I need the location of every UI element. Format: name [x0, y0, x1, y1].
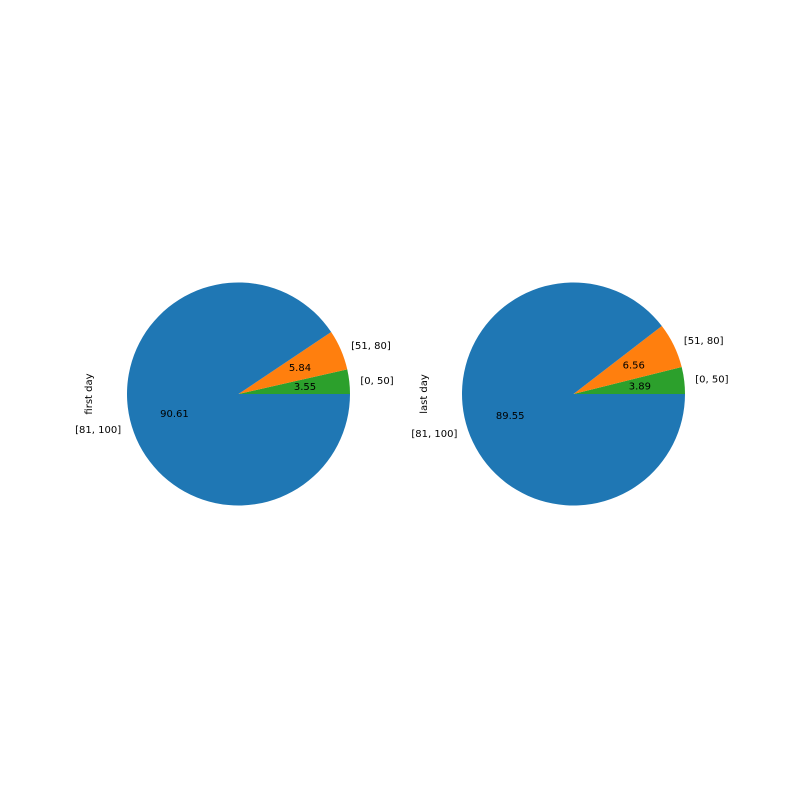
slice-category-label: [51, 80]: [351, 341, 391, 352]
pie-slice: [462, 282, 685, 506]
slice-value-label: 3.89: [629, 381, 651, 392]
ylabel-last-day: last day: [419, 374, 430, 414]
slice-value-label: 89.55: [496, 411, 525, 422]
slice-value-label: 6.56: [623, 360, 645, 371]
pie-slice: [238, 369, 350, 394]
pie-slice: [573, 367, 685, 394]
slice-category-label: [0, 50]: [360, 376, 393, 387]
pie-slice: [238, 331, 348, 394]
slice-category-label: [51, 80]: [684, 336, 724, 347]
pie-chart-last-day: 3.89 [0, 50] 6.56 [51, 80] 89.55 [81, 100] las…: [411, 282, 729, 506]
slice-value-label: 3.55: [294, 382, 316, 393]
slice-value-label: 90.61: [160, 409, 189, 420]
slice-category-label: [81, 100]: [75, 425, 121, 436]
ylabel-first-day: first day: [84, 373, 95, 414]
slice-category-label: [0, 50]: [695, 375, 728, 386]
pie-chart-first-day: 3.55 [0, 50] 5.84 [51, 80] 90.61 [81, 100] fir…: [75, 282, 394, 506]
slice-category-label: [81, 100]: [411, 429, 457, 440]
slice-value-label: 5.84: [289, 363, 311, 374]
pie-slice: [127, 282, 350, 506]
pie-slice: [573, 325, 682, 394]
